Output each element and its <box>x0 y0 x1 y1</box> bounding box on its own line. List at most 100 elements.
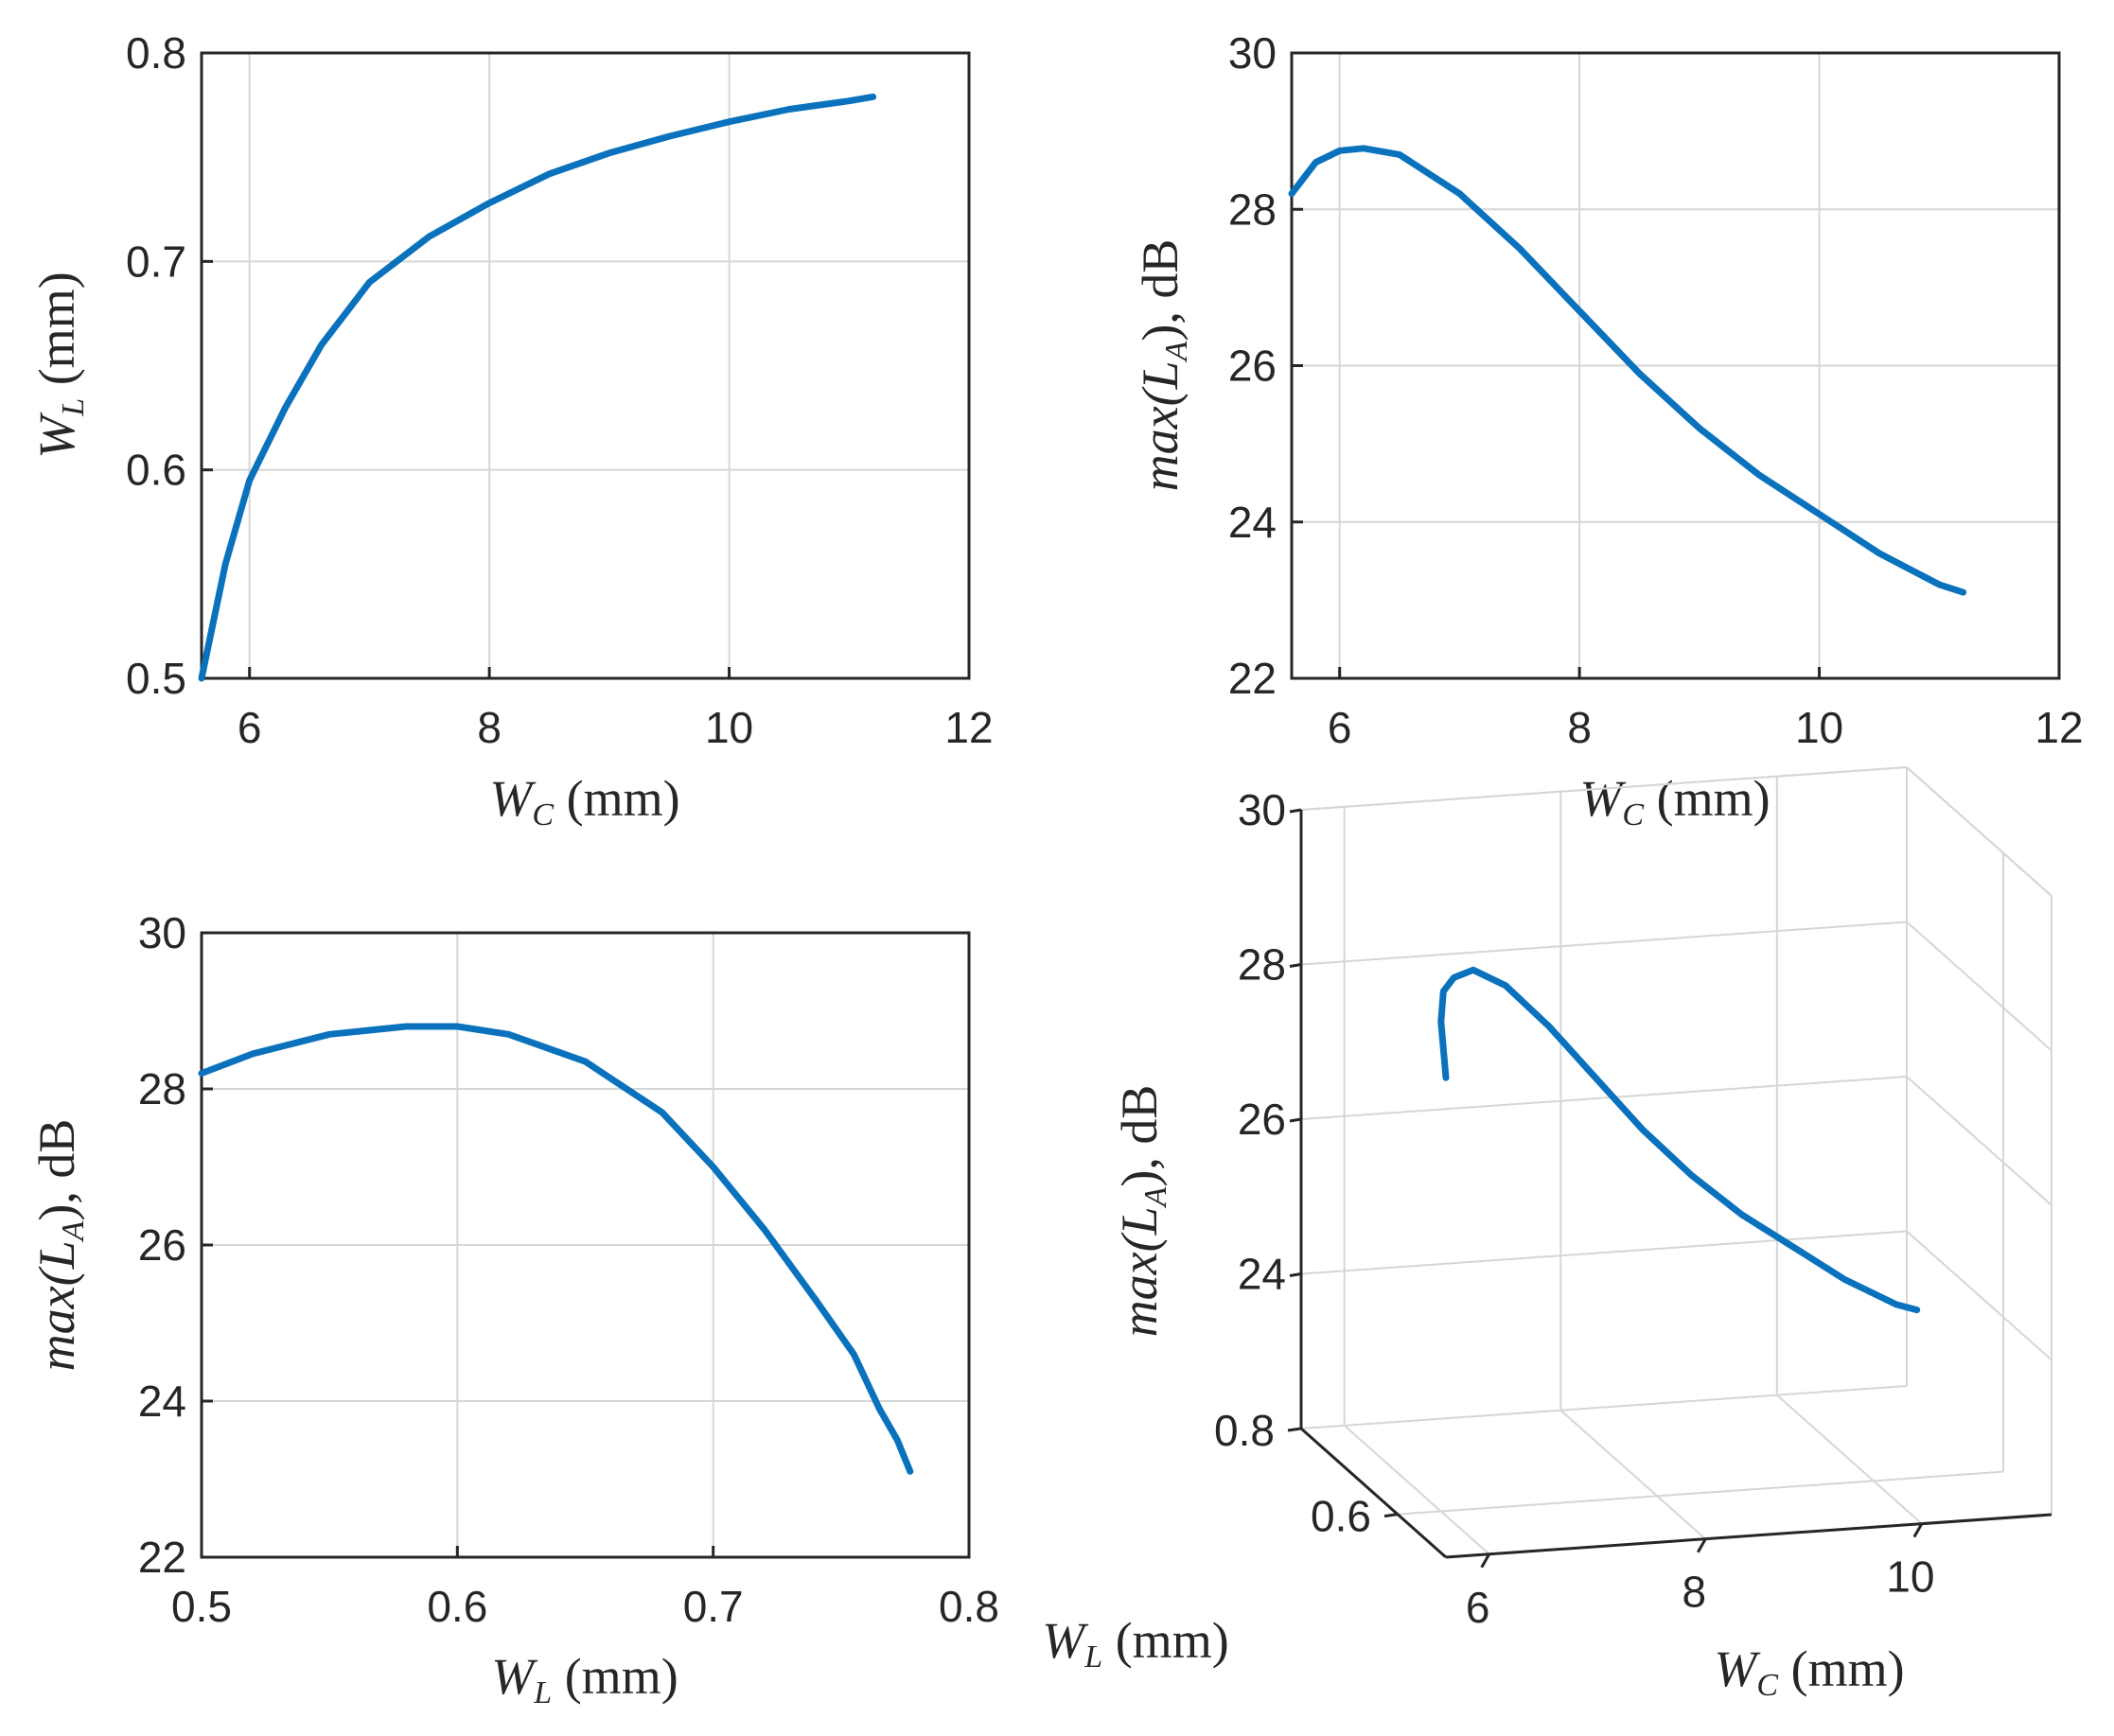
y-tick-label: 0.5 <box>126 654 186 703</box>
x-axis-label: WL (mm) <box>491 1648 678 1710</box>
data-series-line <box>1288 145 1967 596</box>
x-axis-label-sub: C <box>1622 798 1644 833</box>
z-tick-mark <box>1289 1272 1302 1277</box>
y-tick-label: 22 <box>138 1533 186 1582</box>
x-axis-label-unit: (mm) <box>552 1648 678 1705</box>
data-series-line <box>198 93 877 682</box>
x-tick-label: 0.8 <box>939 1582 999 1631</box>
z-tick-mark <box>1289 1117 1302 1123</box>
y-tick-label: 28 <box>1228 184 1277 234</box>
axes-frame <box>200 51 971 680</box>
z-gridline-side <box>1906 1230 2052 1361</box>
x-tick-mark <box>1696 1537 1707 1553</box>
x-axis-label-unit: (mm) <box>1778 1640 1904 1697</box>
data-series-line-3d <box>1437 966 1921 1314</box>
x-axis-label-var: W <box>1579 770 1627 827</box>
z-tick-label: 24 <box>1238 1250 1286 1299</box>
y-axis-label-sub: L <box>56 398 91 417</box>
x-gridline-floor <box>1776 1394 1923 1525</box>
y-tick-label: 26 <box>138 1220 186 1270</box>
x-tick-label: 0.5 <box>171 1582 232 1631</box>
y-tick-label: 0.7 <box>126 237 186 286</box>
axes-frame <box>1290 51 2061 680</box>
x-tick-label: 10 <box>1886 1552 1934 1602</box>
y-tick-label: 26 <box>1228 342 1277 391</box>
y-tick-label: 0.8 <box>1214 1406 1275 1455</box>
y-axis-label-var: max(L <box>1132 360 1189 491</box>
y-axis-label: WL (mm) <box>28 272 91 458</box>
y-tick-label: 22 <box>1228 654 1277 703</box>
x-tick-label: 8 <box>1567 703 1592 752</box>
x-axis-line <box>1445 1513 2052 1559</box>
z-axis-label-sub: A <box>1138 1186 1173 1208</box>
z-axis-label-unit: ), dB <box>1111 1085 1168 1187</box>
y-axis-label-var: W <box>28 412 85 459</box>
y-tick-label: 0.8 <box>126 28 186 78</box>
y-tick-label: 30 <box>1228 28 1277 78</box>
y-axis-label: max(LA), dB <box>1132 239 1194 492</box>
y-tick-label: 24 <box>1228 498 1277 547</box>
y-axis-label-unit: ), dB <box>1132 239 1189 342</box>
x-tick-label: 6 <box>1466 1583 1490 1632</box>
x-tick-label: 8 <box>1682 1568 1706 1617</box>
x-axis-label: WC (mm) <box>1579 770 1770 833</box>
y-tick-label: 28 <box>138 1064 186 1113</box>
y-tick-label: 0.6 <box>126 446 186 495</box>
x-axis-label-var: W <box>1714 1640 1761 1697</box>
y-tick-mark <box>1383 1513 1399 1518</box>
x-gridline-floor <box>1559 1409 1706 1540</box>
z-tick-mark <box>1289 808 1302 814</box>
y-axis-label-var: W <box>1042 1612 1089 1669</box>
x-axis-label-sub: C <box>532 798 554 833</box>
x-tick-label: 6 <box>238 703 262 752</box>
y-axis-label-unit: ), dB <box>28 1119 85 1221</box>
z-gridline-back <box>1300 921 1908 966</box>
x-tick-label: 10 <box>1795 703 1843 752</box>
x-tick-label: 12 <box>944 703 993 752</box>
y-axis-label-unit: (mm) <box>28 272 85 397</box>
x-tick-label: 12 <box>2035 703 2083 752</box>
subplot-wl-vs-wc: 6 8 10 120.50.60.70.8WC (mm)WL (mm) <box>28 28 994 833</box>
y-axis-label: max(LA), dB <box>28 1119 91 1372</box>
x-axis-label-unit: (mm) <box>554 770 679 827</box>
x-tick-label: 0.6 <box>427 1582 487 1631</box>
y-tick-label: 0.6 <box>1311 1492 1371 1541</box>
z-axis-label-var: max(L <box>1111 1206 1168 1337</box>
y-tick-label: 24 <box>138 1377 186 1426</box>
y-axis-label-sub: A <box>56 1220 91 1242</box>
box-edge <box>1906 766 2052 897</box>
x-axis-label-var: W <box>489 770 537 827</box>
x-tick-label: 6 <box>1328 703 1352 752</box>
y-tick-mark <box>1287 1427 1302 1432</box>
z-tick-label: 30 <box>1238 785 1286 834</box>
x-axis-label: WC (mm) <box>489 770 679 833</box>
z-tick-label: 26 <box>1238 1095 1286 1144</box>
y-tick-label: 30 <box>138 908 186 957</box>
y-axis-line <box>1300 1427 1447 1559</box>
box-edge <box>1300 766 1908 811</box>
x-axis-label-sub: L <box>533 1675 552 1710</box>
subplot-maxla-vs-wl: 0.5 0.6 0.7 0.8 22 24 26 28 30 WL (mm) max(LA), dB <box>28 908 999 1710</box>
y-gridline-floor <box>1300 1385 1908 1429</box>
x-axis-label-var: W <box>491 1648 538 1705</box>
y-axis-label-unit: (mm) <box>1102 1612 1228 1669</box>
z-tick-mark <box>1289 963 1302 968</box>
x-axis-label-unit: (mm) <box>1644 770 1770 827</box>
z-axis-label: max(LA), dB <box>1111 1085 1173 1338</box>
z-gridline-back <box>1300 1076 1908 1120</box>
z-gridline-back <box>1300 1230 1908 1275</box>
x-tick-label: 10 <box>705 703 753 752</box>
x-tick-mark <box>1912 1522 1924 1538</box>
y-gridline-floor <box>1397 1470 2004 1516</box>
x-tick-label: 0.7 <box>683 1582 744 1631</box>
x-gridline-floor <box>1344 1425 1490 1555</box>
subplot-maxla-vs-wc: 6 8 10 12 22 24 26 28 30 WC (mm) max(LA), dB <box>1132 28 2084 833</box>
x-axis-label-sub: C <box>1756 1668 1778 1703</box>
z-gridline-side <box>1906 1076 2052 1206</box>
x-tick-mark <box>1480 1553 1491 1569</box>
x-axis-label: WC (mm) <box>1714 1640 1904 1703</box>
y-axis-label-sub: L <box>1083 1640 1102 1675</box>
z-gridline-side <box>1906 921 2052 1052</box>
